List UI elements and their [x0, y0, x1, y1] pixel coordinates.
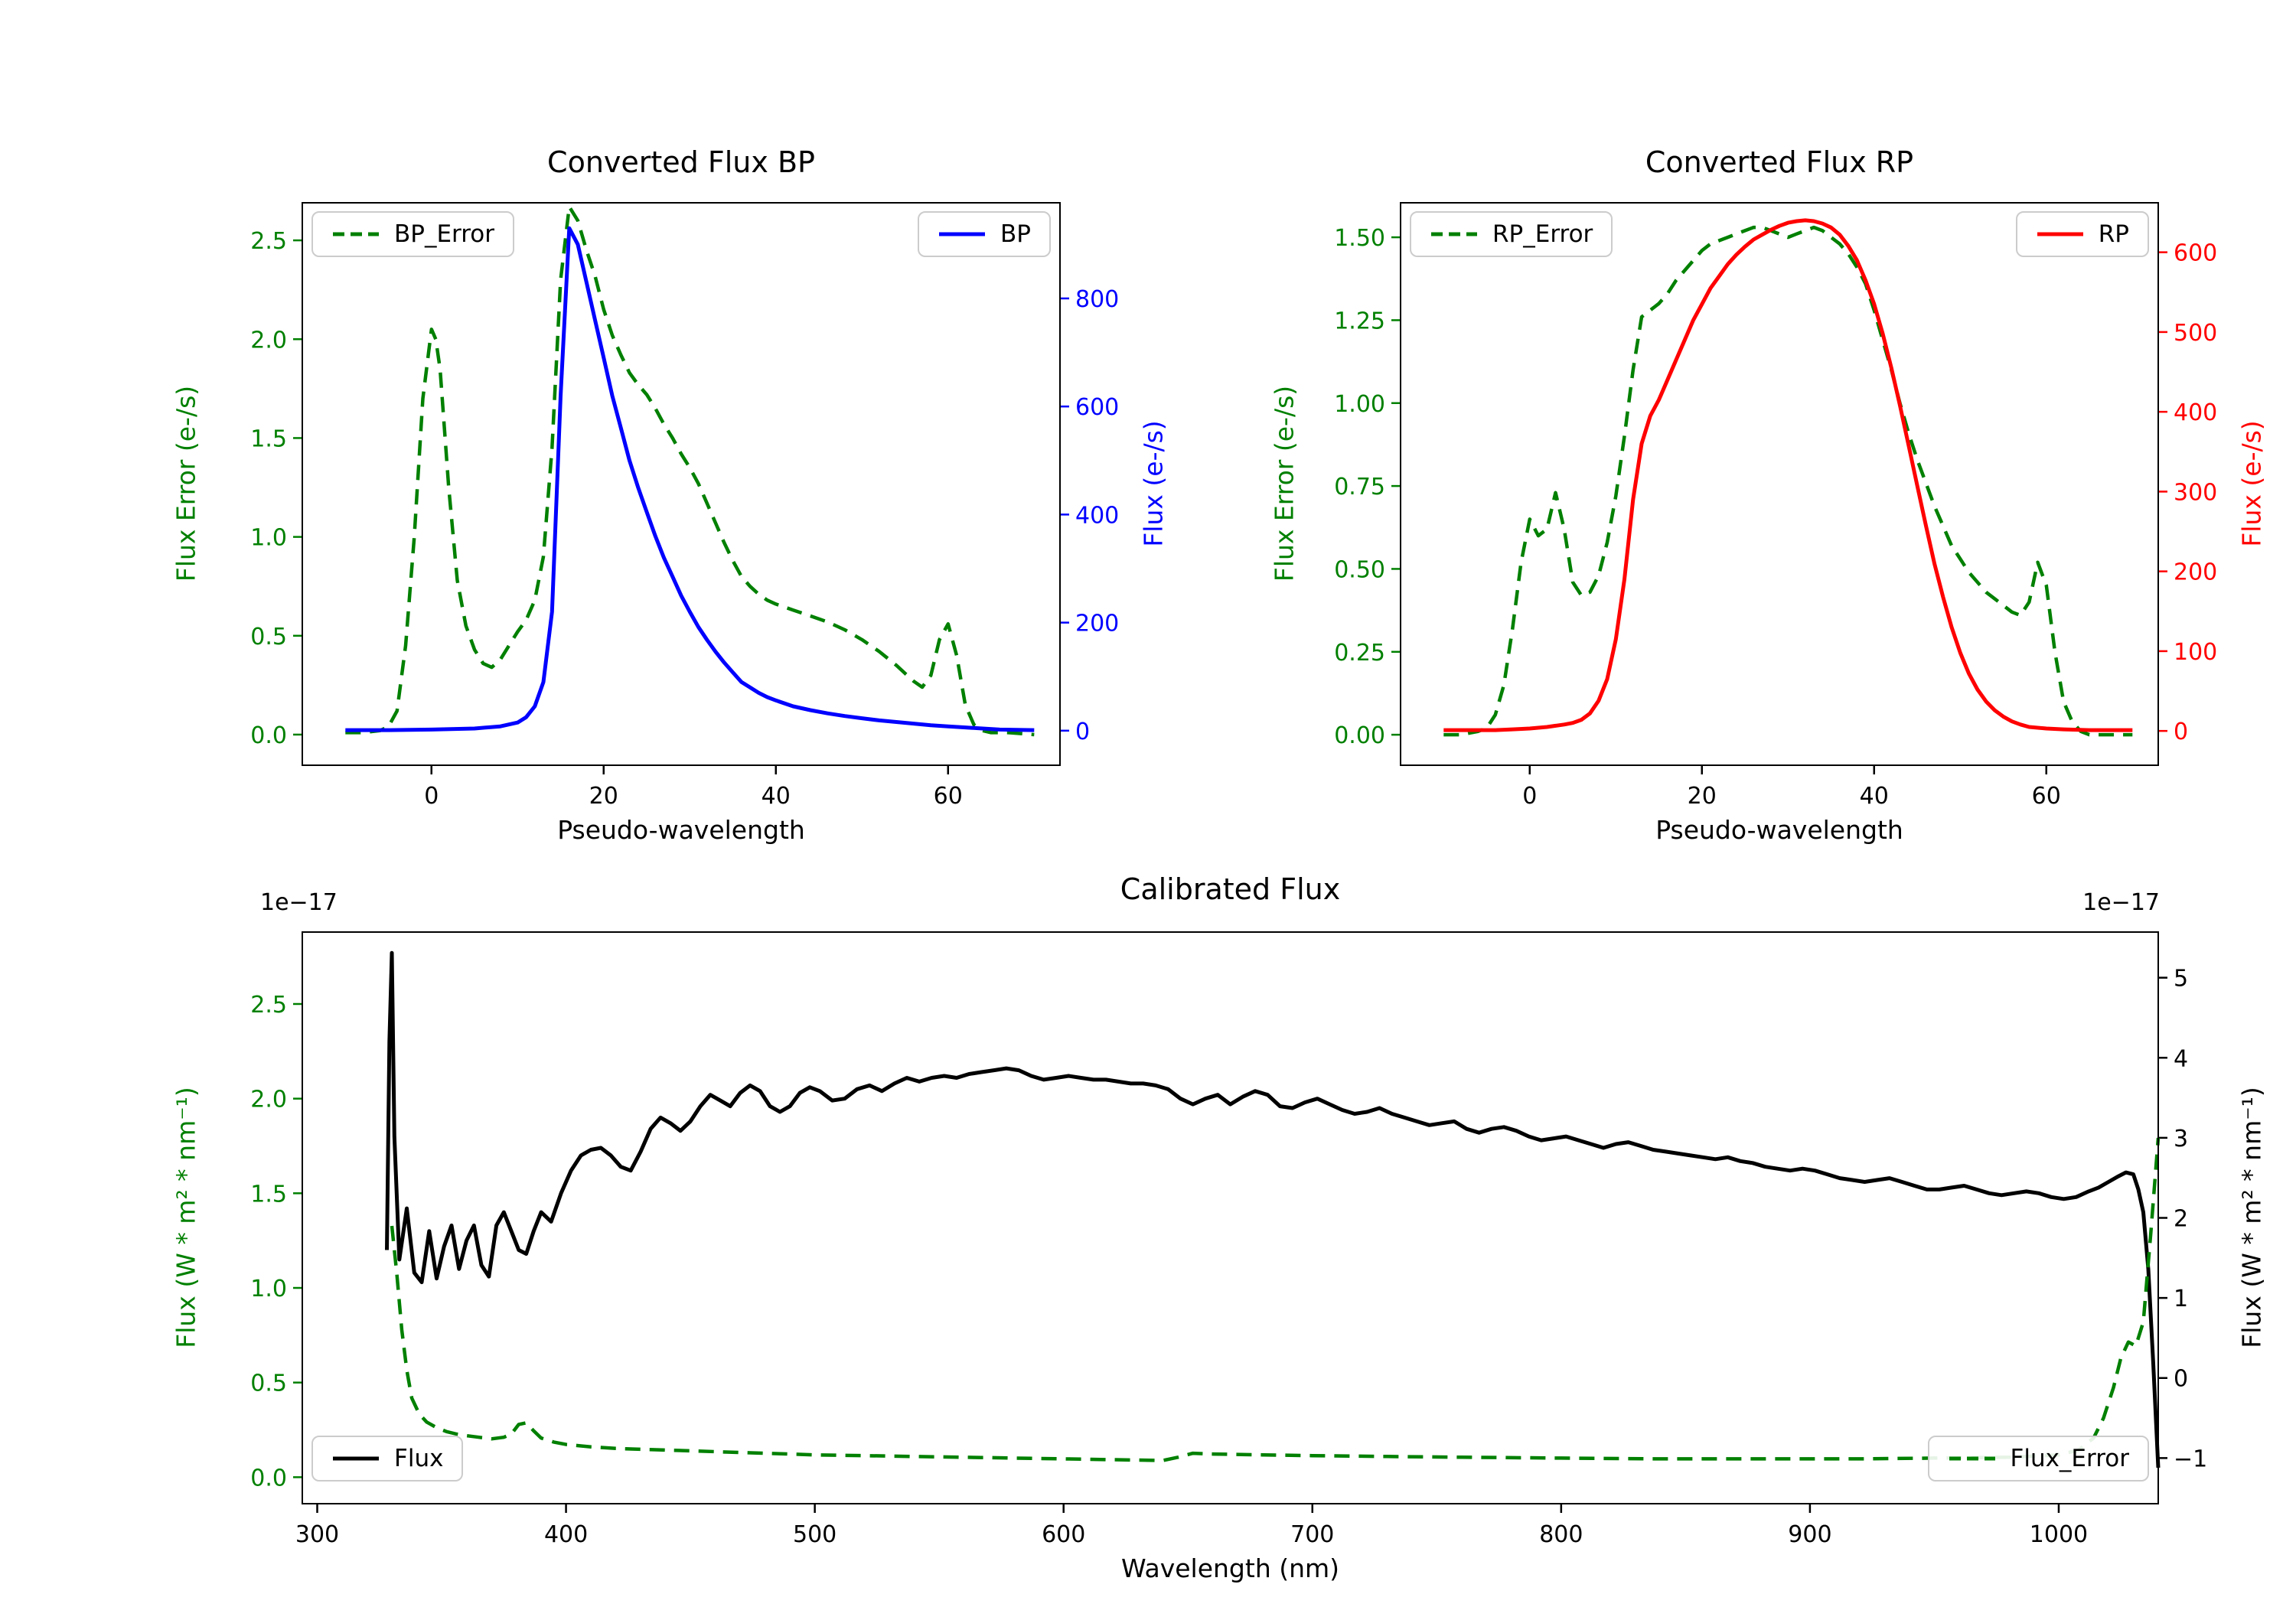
- rp-y-right-tick-label: 500: [2174, 320, 2217, 347]
- rp-series-rp-line: [1443, 218, 2133, 732]
- cal-left-scale-offset: 1e−17: [260, 889, 338, 916]
- bp-y-right-tick-label: 200: [1075, 611, 1119, 637]
- rp-yaxis-right-label: Flux (e-/s): [2236, 420, 2267, 547]
- rp-y-left-tick-label: 0.00: [1334, 722, 1385, 749]
- dashed-line-sample-icon: [1949, 1456, 1995, 1461]
- solid-line-sample-icon: [2037, 232, 2083, 236]
- cal-x-tick-label: 800: [1539, 1521, 1583, 1548]
- cal-y-left-tick-label: 1.5: [250, 1181, 287, 1208]
- rp-series-rp_error-line: [1443, 225, 2133, 737]
- bp-xaxis-label: Pseudo-wavelength: [557, 815, 805, 845]
- bp-axes-frame: [302, 202, 1061, 766]
- cal-y-right-tick-label: 0: [2174, 1366, 2188, 1393]
- rp-xaxis-label: Pseudo-wavelength: [1655, 815, 1903, 845]
- cal-x-tick-label: 1000: [2030, 1521, 2088, 1548]
- cal-x-tick-label: 600: [1042, 1521, 1085, 1548]
- bp-series-bp-line: [345, 226, 1035, 732]
- rp-legend: RP: [2015, 211, 2149, 257]
- rp-axes: 0 20 40 60 0.00 0.25 0.50 0.75 1.00 1.25 1.50 0 100 2…: [1334, 202, 2217, 810]
- bp-x-tick-label: 60: [934, 783, 963, 810]
- bp-y-left-tick-label: 0.0: [250, 722, 287, 749]
- flux-error-legend: Flux_Error: [1927, 1436, 2149, 1482]
- legend-label: RP_Error: [1492, 220, 1593, 248]
- cal-series-flux-line: [385, 950, 2161, 1468]
- bp-y-right-tick-label: 400: [1075, 502, 1119, 529]
- cal-axes-frame: [302, 931, 2159, 1504]
- cal-y-right-tick-label: 4: [2174, 1045, 2188, 1072]
- bp-yaxis-right-label: Flux (e-/s): [1138, 420, 1169, 547]
- rp-y-left-tick-label: 1.00: [1334, 391, 1385, 418]
- cal-y-left-tick-label: 0.5: [250, 1371, 287, 1397]
- rp-error-legend: RP_Error: [1410, 211, 1613, 257]
- bp-y-left-tick-label: 0.5: [250, 624, 287, 650]
- solid-line-sample-icon: [939, 232, 986, 236]
- rp-x-tick-label: 60: [2032, 783, 2061, 810]
- dashed-line-sample-icon: [333, 232, 379, 236]
- cal-y-left-tick-label: 0.0: [250, 1465, 287, 1491]
- cal-xaxis-label: Wavelength (nm): [1120, 1553, 1340, 1583]
- cal-axes: 300 400 500 600 700 800 900 1000 0.0 0.5 1.0 1.5 2.0…: [250, 931, 2207, 1548]
- cal-y-left-tick-label: 1.0: [250, 1276, 287, 1302]
- cal-y-right-tick-label: 3: [2174, 1126, 2188, 1152]
- cal-y-right-tick-label: 5: [2174, 966, 2188, 993]
- bp-chart-title: Converted Flux BP: [547, 145, 815, 179]
- rp-x-tick-label: 20: [1688, 783, 1717, 810]
- legend-label: Flux: [394, 1445, 444, 1472]
- bp-axes: 0 20 40 60 0.0 0.5 1.0 1.5 2.0 2.5 0 200 400 600 800: [250, 202, 1119, 810]
- bp-y-right-tick-label: 0: [1075, 719, 1090, 745]
- rp-y-left-tick-label: 1.50: [1334, 225, 1385, 252]
- rp-y-left-tick-label: 0.25: [1334, 640, 1385, 667]
- legend-label: BP_Error: [394, 220, 495, 248]
- legend-label: RP: [2098, 220, 2129, 248]
- rp-y-right-tick-label: 400: [2174, 399, 2217, 426]
- rp-y-left-tick-label: 1.25: [1334, 308, 1385, 334]
- cal-x-tick-label: 300: [295, 1521, 339, 1548]
- bp-yaxis-left-label: Flux Error (e-/s): [171, 385, 201, 582]
- flux-legend: Flux: [311, 1436, 464, 1482]
- cal-chart-title: Calibrated Flux: [1120, 872, 1341, 906]
- bp-legend: BP: [918, 211, 1051, 257]
- cal-x-tick-label: 700: [1290, 1521, 1334, 1548]
- cal-right-scale-offset: 1e−17: [2082, 889, 2160, 916]
- rp-y-left-tick-label: 0.75: [1334, 474, 1385, 500]
- rp-y-left-tick-label: 0.50: [1334, 556, 1385, 583]
- legend-label: Flux_Error: [2010, 1445, 2130, 1472]
- bp-y-right-tick-label: 800: [1075, 286, 1119, 313]
- bp-y-left-tick-label: 2.0: [250, 327, 287, 354]
- rp-y-right-tick-label: 600: [2174, 240, 2217, 267]
- bp-error-legend: BP_Error: [311, 211, 515, 257]
- rp-y-right-tick-label: 100: [2174, 639, 2217, 666]
- cal-x-tick-label: 500: [793, 1521, 837, 1548]
- rp-yaxis-left-label: Flux Error (e-/s): [1269, 385, 1300, 582]
- bp-x-tick-label: 40: [762, 783, 791, 810]
- solid-line-sample-icon: [333, 1456, 379, 1461]
- bp-y-left-tick-label: 2.5: [250, 228, 287, 255]
- bp-y-right-tick-label: 600: [1075, 394, 1119, 421]
- cal-y-right-tick-label: −1: [2174, 1446, 2207, 1472]
- cal-y-left-tick-label: 2.0: [250, 1087, 287, 1113]
- rp-y-right-tick-label: 200: [2174, 559, 2217, 586]
- cal-x-tick-label: 900: [1788, 1521, 1831, 1548]
- cal-y-right-tick-label: 1: [2174, 1286, 2188, 1312]
- rp-y-right-tick-label: 300: [2174, 479, 2217, 506]
- bp-x-tick-label: 20: [589, 783, 618, 810]
- cal-yaxis-right-label: Flux (W * m² * nm⁻¹): [2236, 1087, 2267, 1348]
- bp-series-bp_error-line: [345, 204, 1035, 737]
- cal-x-tick-label: 400: [544, 1521, 588, 1548]
- legend-label: BP: [1000, 220, 1031, 248]
- rp-x-tick-label: 0: [1522, 783, 1537, 810]
- cal-y-right-tick-label: 2: [2174, 1206, 2188, 1233]
- rp-chart-title: Converted Flux RP: [1645, 145, 1914, 179]
- rp-axes-frame: [1400, 202, 2159, 766]
- rp-y-right-tick-label: 0: [2174, 719, 2188, 745]
- bp-x-tick-label: 0: [424, 783, 439, 810]
- rp-x-tick-label: 40: [1860, 783, 1889, 810]
- bp-y-left-tick-label: 1.5: [250, 425, 287, 452]
- cal-series-flux_error-line: [390, 1137, 2161, 1462]
- bp-y-left-tick-label: 1.0: [250, 525, 287, 552]
- cal-yaxis-left-label: Flux (W * m² * nm⁻¹): [171, 1087, 201, 1348]
- cal-y-left-tick-label: 2.5: [250, 992, 287, 1019]
- dashed-line-sample-icon: [1431, 232, 1477, 236]
